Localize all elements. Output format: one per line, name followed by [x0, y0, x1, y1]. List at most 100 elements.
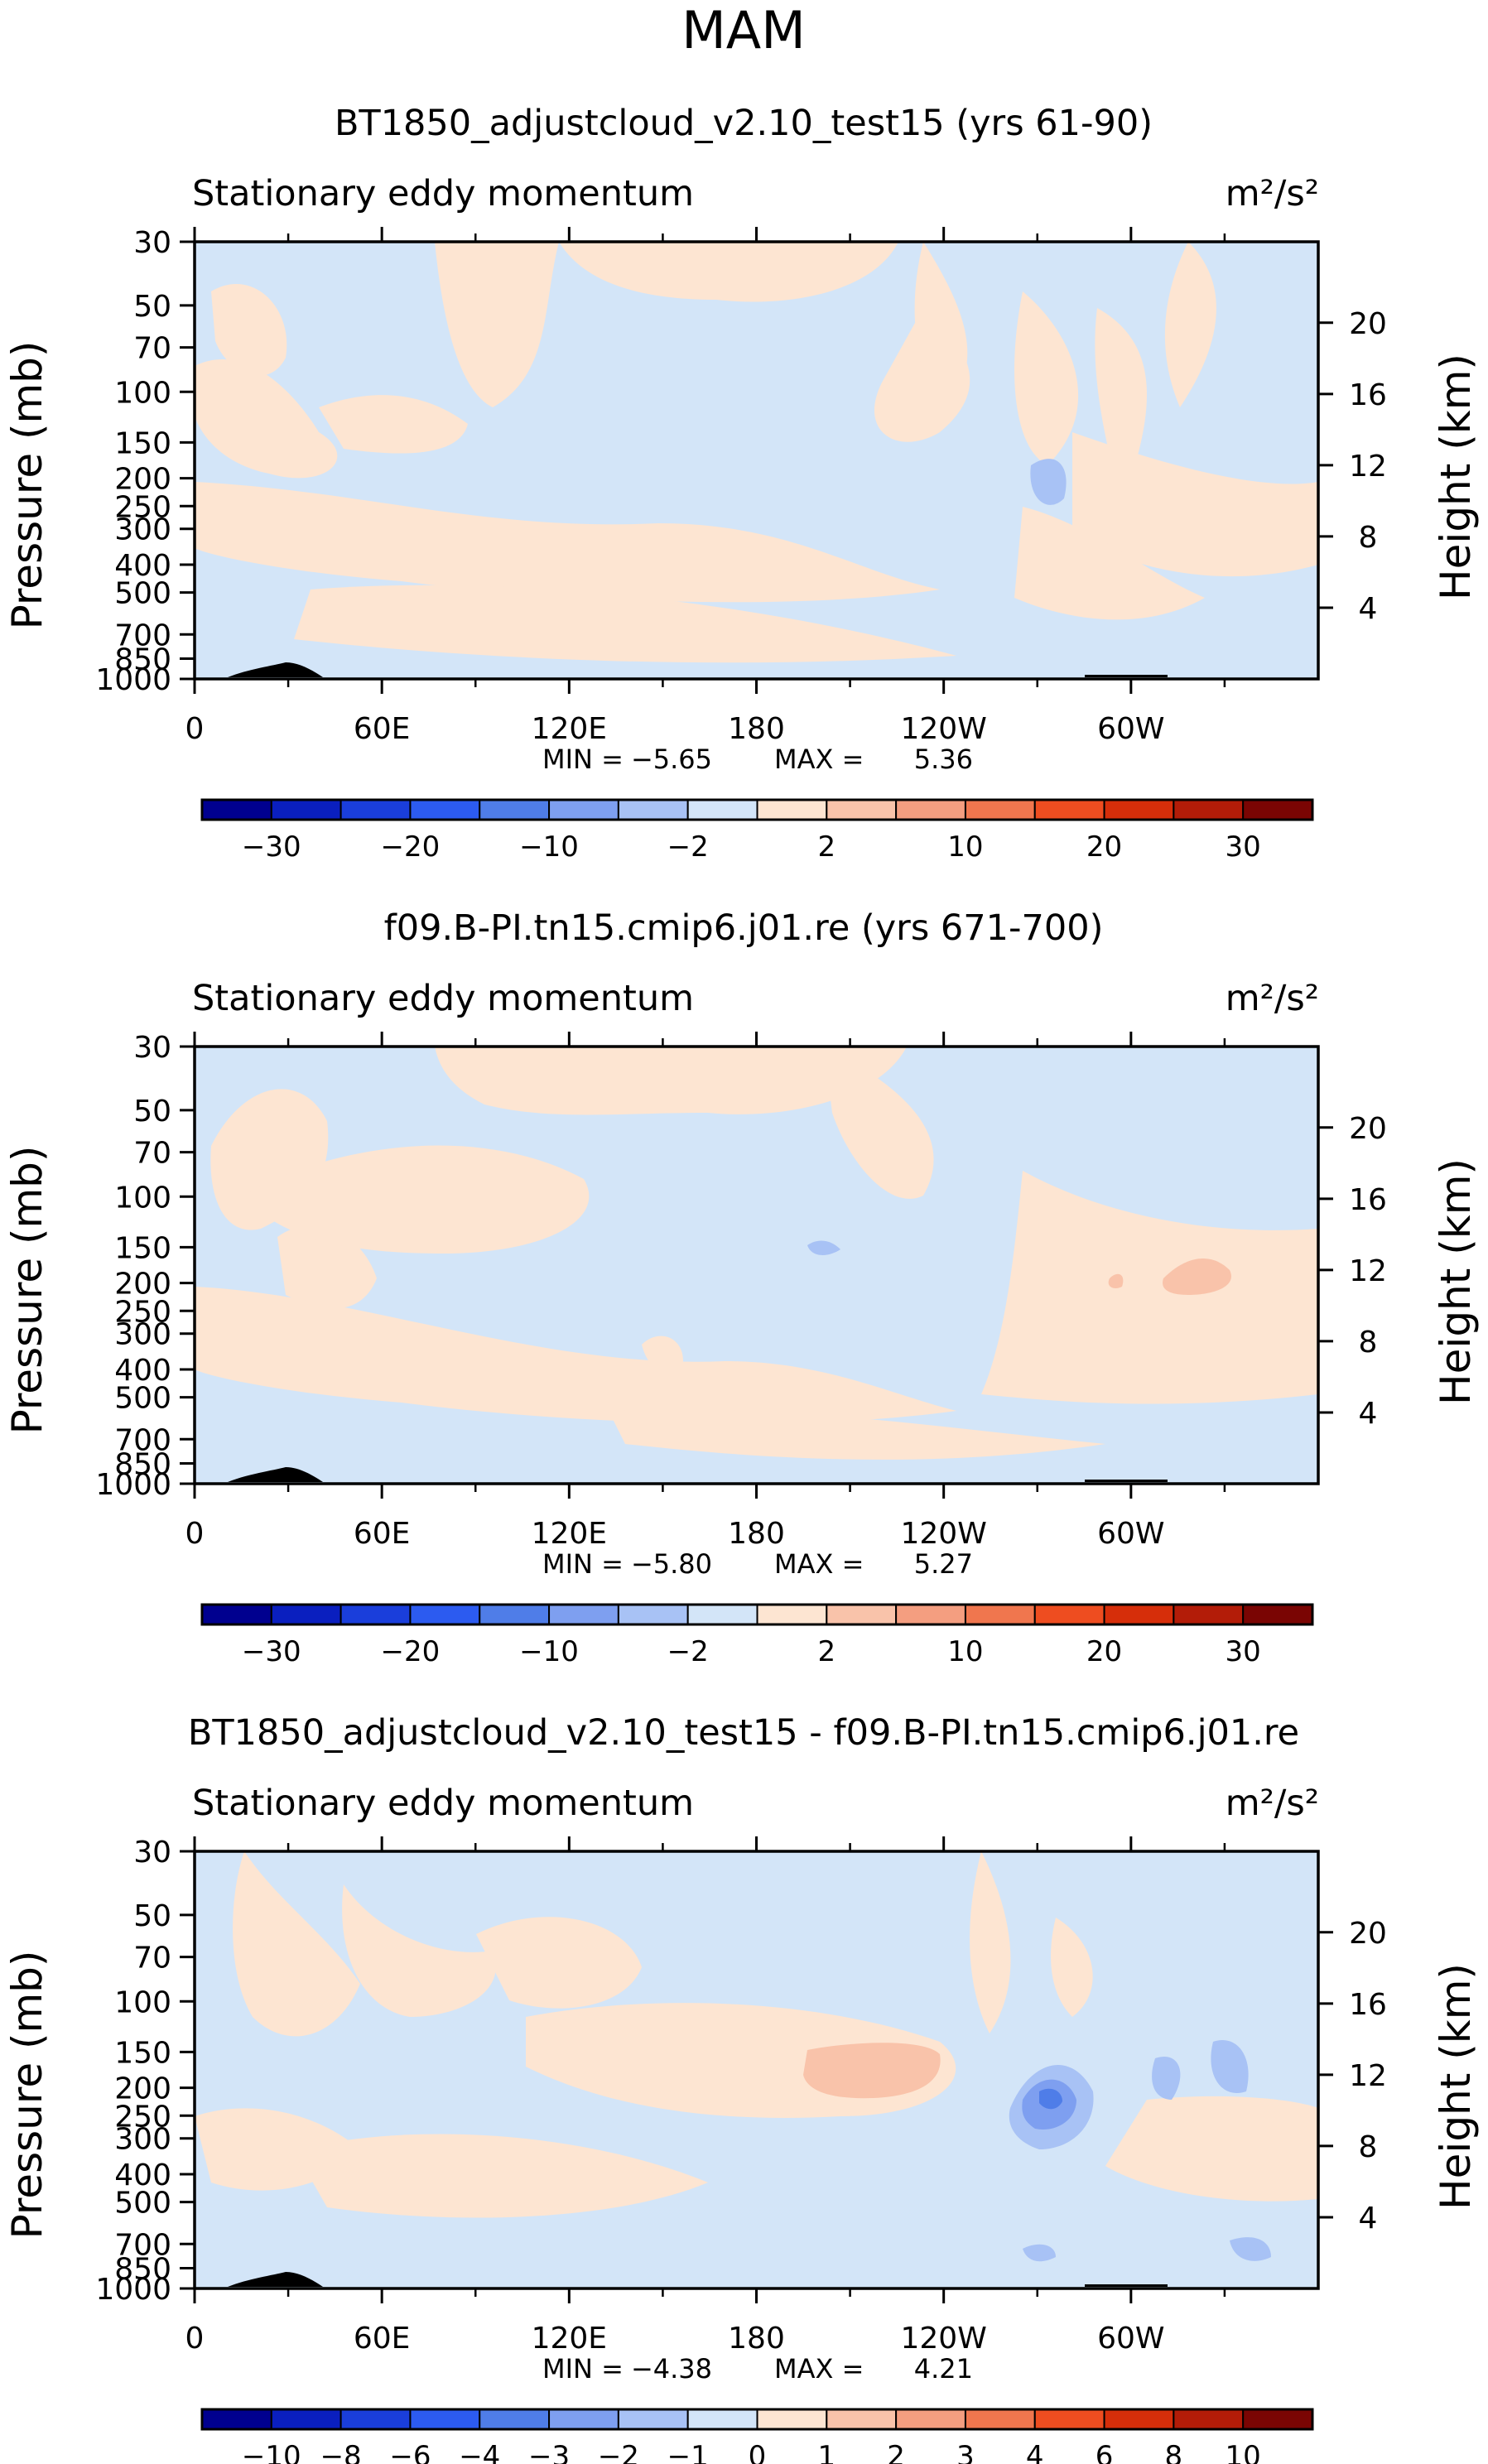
contour-region — [244, 1145, 590, 1254]
colorbar-label: 30 — [1226, 830, 1261, 864]
colorbar-swatch — [339, 799, 412, 821]
colorbar-swatch — [756, 799, 828, 821]
contour-region — [1014, 291, 1079, 465]
colorbar-label: 10 — [947, 830, 983, 864]
y-tick-label: 250 — [114, 490, 171, 524]
y-tick-label: 30 — [133, 1836, 171, 1870]
y-tick-label: 250 — [114, 1295, 171, 1329]
contour-region — [435, 1047, 907, 1115]
y2-tick-label: 20 — [1349, 1917, 1387, 1951]
x-tick-label: 120W — [901, 2322, 987, 2356]
colorbar-swatch — [201, 2409, 272, 2430]
y-tick-label: 100 — [114, 1985, 171, 2019]
y2-tick-label: 20 — [1349, 1112, 1387, 1146]
y-tick-label: 150 — [114, 2036, 171, 2070]
contour-region — [1105, 2096, 1318, 2202]
y-tick-label: 850 — [114, 1448, 171, 1482]
x-tick-label: 60E — [354, 1517, 411, 1551]
field-area — [195, 1047, 1318, 1484]
colorbar-label: 4 — [1026, 2440, 1044, 2464]
y2-axis-title: Height (km) — [1432, 1158, 1480, 1405]
topography — [1085, 675, 1168, 677]
y-axis-title: Pressure (mb) — [3, 341, 51, 630]
max-value: 5.27 — [914, 1548, 973, 1580]
y-tick-label: 850 — [114, 643, 171, 677]
y-tick-label: 500 — [114, 1382, 171, 1416]
x-tick-label: 180 — [728, 1517, 785, 1551]
left-header-label: Stationary eddy momentum — [192, 173, 694, 214]
contour-region — [1152, 2057, 1181, 2100]
colorbar-swatch — [548, 799, 619, 821]
colorbar-label: −10 — [242, 2440, 301, 2464]
y2-tick-label: 8 — [1359, 521, 1378, 555]
units-label: m²/s² — [1226, 1783, 1319, 1824]
panel-1: BT1850_adjustcloud_v2.10_test15 (yrs 61-… — [3, 103, 1480, 864]
contour-region — [195, 1287, 956, 1424]
panel-title: BT1850_adjustcloud_v2.10_test15 - f09.B-… — [188, 1712, 1299, 1754]
y-tick-label: 50 — [133, 1095, 171, 1129]
panel-2: f09.B-PI.tn15.cmip6.j01.re (yrs 671-700)… — [3, 907, 1480, 1668]
left-header-label: Stationary eddy momentum — [192, 978, 694, 1019]
contour-region — [1051, 1918, 1093, 2017]
y2-tick-label: 20 — [1349, 307, 1387, 341]
units-label: m²/s² — [1226, 978, 1319, 1019]
colorbar-swatch — [1242, 1604, 1313, 1625]
colorbar-swatch — [756, 1604, 828, 1625]
y-tick-label: 250 — [114, 2100, 171, 2134]
y-axis-title: Pressure (mb) — [3, 1951, 51, 2240]
contour-region — [824, 1047, 934, 1199]
colorbar-swatch — [826, 2409, 898, 2430]
colorbar-label: 8 — [1165, 2440, 1183, 2464]
contour-region — [642, 1335, 683, 1373]
contour-region — [1014, 507, 1205, 620]
contour-region — [914, 242, 968, 416]
y-tick-label: 30 — [133, 226, 171, 260]
y-axis-title: Pressure (mb) — [3, 1146, 51, 1435]
colorbar-swatch — [1103, 2409, 1175, 2430]
colorbar-swatch — [826, 1604, 898, 1625]
x-tick-label: 120W — [901, 712, 987, 746]
y-tick-label: 1000 — [95, 2273, 171, 2307]
colorbar-label: −6 — [389, 2440, 431, 2464]
x-tick-label: 60W — [1097, 712, 1164, 746]
y-tick-label: 50 — [133, 1899, 171, 1933]
units-label: m²/s² — [1226, 173, 1319, 214]
y-tick-label: 200 — [114, 1268, 171, 1302]
y-tick-label: 70 — [133, 1942, 171, 1976]
x-tick-label: 120E — [532, 2322, 607, 2356]
y2-tick-label: 4 — [1359, 1397, 1378, 1431]
colorbar-label: 2 — [887, 2440, 905, 2464]
contour-region — [435, 242, 559, 407]
field-area — [195, 1851, 1318, 2288]
x-tick-label: 60W — [1097, 1517, 1164, 1551]
contour-fills — [195, 1851, 1318, 2262]
y-tick-label: 200 — [114, 2072, 171, 2106]
colorbar-swatch — [617, 2409, 689, 2430]
contour-region — [1030, 459, 1067, 505]
colorbar-swatch — [617, 799, 689, 821]
colorbar-swatch — [201, 1604, 272, 1625]
panel-title: f09.B-PI.tn15.cmip6.j01.re (yrs 671-700) — [384, 907, 1104, 949]
colorbar-swatch — [270, 1604, 342, 1625]
page-title: MAM — [681, 0, 805, 60]
colorbar-swatch — [1173, 1604, 1245, 1625]
y-tick-label: 70 — [133, 332, 171, 366]
x-tick-label: 0 — [185, 1517, 205, 1551]
contour-region — [195, 359, 338, 479]
colorbar-label: −30 — [242, 1635, 301, 1668]
x-tick-label: 60W — [1097, 2322, 1164, 2356]
colorbar-label: −8 — [320, 2440, 362, 2464]
y-tick-label: 300 — [114, 1318, 171, 1352]
min-value: −5.65 — [631, 744, 712, 775]
y2-tick-label: 4 — [1359, 592, 1378, 626]
contour-region — [1108, 1273, 1124, 1288]
colorbar-swatch — [479, 799, 551, 821]
topography — [228, 662, 323, 677]
colorbar-frame — [200, 2408, 1314, 2431]
colorbar-swatch — [339, 2409, 412, 2430]
colorbar-swatch — [1242, 2409, 1313, 2430]
colorbar-label: −2 — [598, 2440, 639, 2464]
left-header-label: Stationary eddy momentum — [192, 1783, 694, 1824]
colorbar-label: −20 — [381, 830, 441, 864]
contour-region — [1039, 2088, 1062, 2110]
